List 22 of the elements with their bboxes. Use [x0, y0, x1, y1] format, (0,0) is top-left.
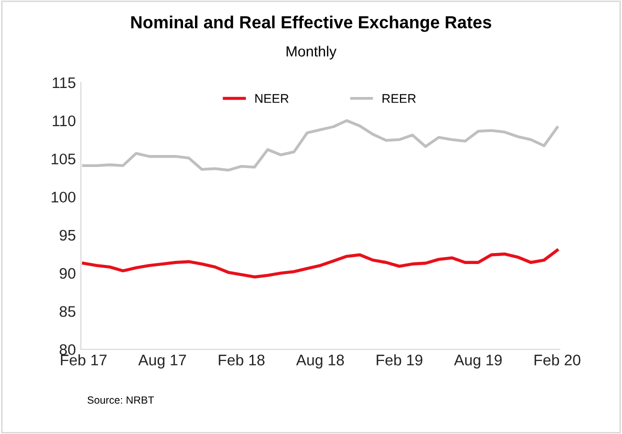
- chart-subtitle: Monthly: [286, 46, 337, 60]
- y-tick-label: 115: [52, 77, 76, 88]
- chart-title: Nominal and Real Effective Exchange Rates: [131, 16, 492, 32]
- y-tick-label: 105: [52, 154, 76, 164]
- legend-label: NEER: [255, 94, 288, 103]
- source-note: Source: NRBT: [88, 396, 154, 404]
- x-tick-label: Feb 20: [534, 354, 580, 366]
- x-tick-label: Aug 19: [454, 354, 502, 368]
- y-tick-label: 90: [60, 268, 76, 279]
- x-tick-label: Feb 18: [218, 354, 265, 366]
- y-tick-label: 95: [60, 230, 76, 241]
- line-series: [82, 119, 559, 172]
- x-tick-label: Aug 18: [296, 354, 344, 368]
- x-tick-label: Aug 17: [138, 354, 186, 368]
- y-tick-label: 110: [52, 115, 76, 126]
- x-tick-label: Feb 17: [60, 354, 107, 366]
- y-tick-label: 100: [52, 192, 76, 203]
- y-tick-label: 85: [60, 306, 76, 317]
- legend-label: REER: [382, 94, 416, 103]
- y-tick-label: 80: [60, 344, 76, 356]
- line-series: [82, 248, 559, 278]
- x-tick-label: Feb 19: [376, 354, 422, 366]
